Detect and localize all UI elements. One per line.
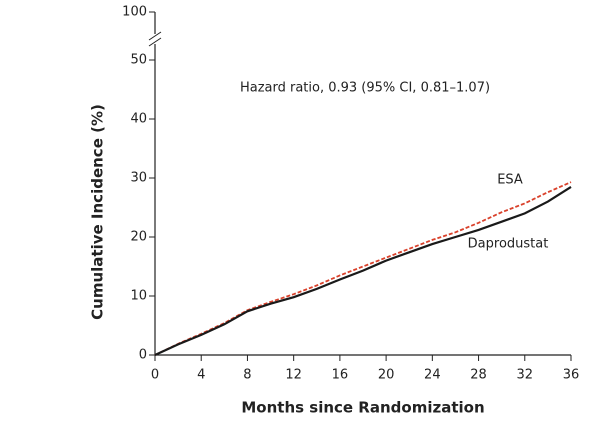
y-tick-label: 100: [122, 5, 147, 20]
y-tick-label: 0: [139, 348, 147, 363]
x-tick-label: 24: [424, 368, 441, 383]
x-tick-label: 12: [285, 368, 302, 383]
y-tick-label: 30: [130, 171, 147, 186]
x-axis-title: Months since Randomization: [241, 399, 484, 417]
axis-break: [148, 37, 162, 47]
x-tick-label: 20: [378, 368, 395, 383]
y-tick-label: 40: [130, 112, 147, 127]
annotation: Hazard ratio, 0.93 (95% CI, 0.81–1.07): [240, 81, 490, 96]
x-tick-label: 8: [243, 368, 251, 383]
x-tick-label: 32: [517, 368, 534, 383]
axis-break: [148, 31, 162, 41]
y-tick-label: 20: [130, 230, 147, 245]
series-line: [154, 185, 572, 356]
x-tick-label: 36: [563, 368, 580, 383]
y-axis-title: Cumulative Incidence (%): [89, 104, 107, 320]
x-tick-label: 28: [470, 368, 487, 383]
y-tick-label: 50: [130, 53, 147, 68]
series-label: Daprodustat: [468, 237, 549, 252]
x-tick-label: 4: [197, 368, 205, 383]
series-line: [154, 181, 572, 356]
x-tick-label: 16: [332, 368, 349, 383]
y-tick-label: 10: [130, 289, 147, 304]
x-tick-label: 0: [151, 368, 159, 383]
series-label: ESA: [497, 173, 523, 188]
